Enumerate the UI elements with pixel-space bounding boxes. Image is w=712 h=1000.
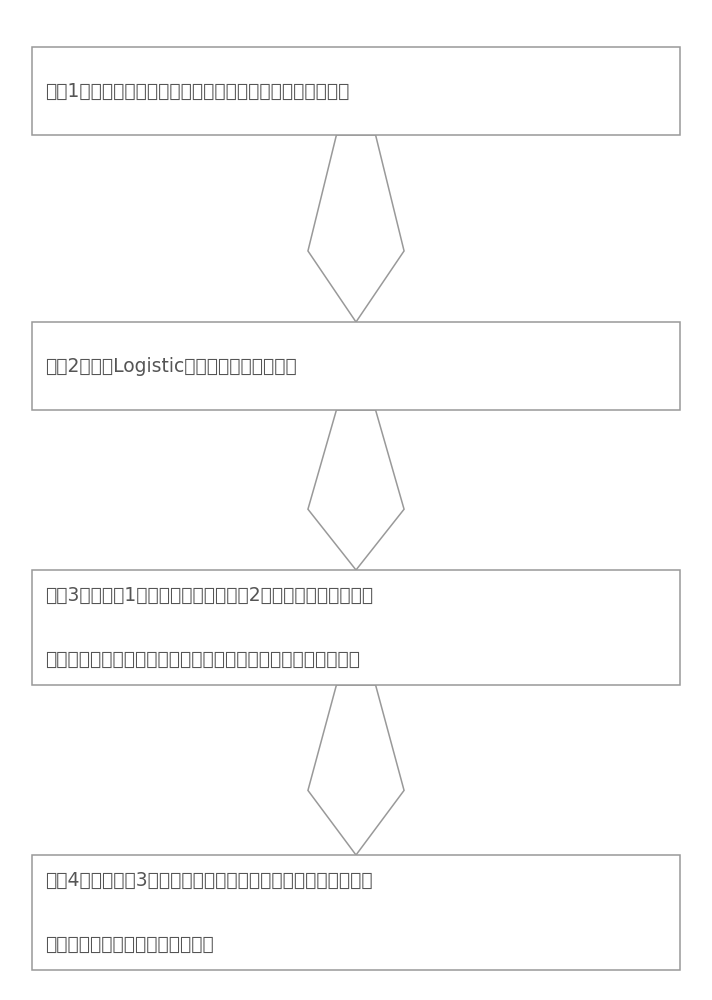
Text: 步骤3：将步骤1中的历史数据放入步骤2中建立的回归变道持续: 步骤3：将步骤1中的历史数据放入步骤2中建立的回归变道持续 xyxy=(45,586,373,605)
Bar xyxy=(32,855,680,970)
Text: 驶员注意潜在变道风险的评分卡。: 驶员注意潜在变道风险的评分卡。 xyxy=(45,935,214,954)
Polygon shape xyxy=(308,135,404,322)
Bar xyxy=(32,322,680,410)
Text: 步骤1：采集变道持续时间的历史数据，制定异常值判定规则: 步骤1：采集变道持续时间的历史数据，制定异常值判定规则 xyxy=(45,82,349,101)
Text: 步骤4：根据步骤3中确定的变道持续时间模型，建立用于提醒驾: 步骤4：根据步骤3中确定的变道持续时间模型，建立用于提醒驾 xyxy=(45,871,372,890)
Text: 时间模型进行回归分析，优化剔除因变量影响程度不高的自变量: 时间模型进行回归分析，优化剔除因变量影响程度不高的自变量 xyxy=(45,650,360,669)
Bar xyxy=(32,570,680,685)
Polygon shape xyxy=(308,410,404,570)
Polygon shape xyxy=(308,685,404,855)
Text: 步骤2：建立Logistic回归变道持续时间模型: 步骤2：建立Logistic回归变道持续时间模型 xyxy=(45,357,297,375)
Bar xyxy=(32,47,680,135)
